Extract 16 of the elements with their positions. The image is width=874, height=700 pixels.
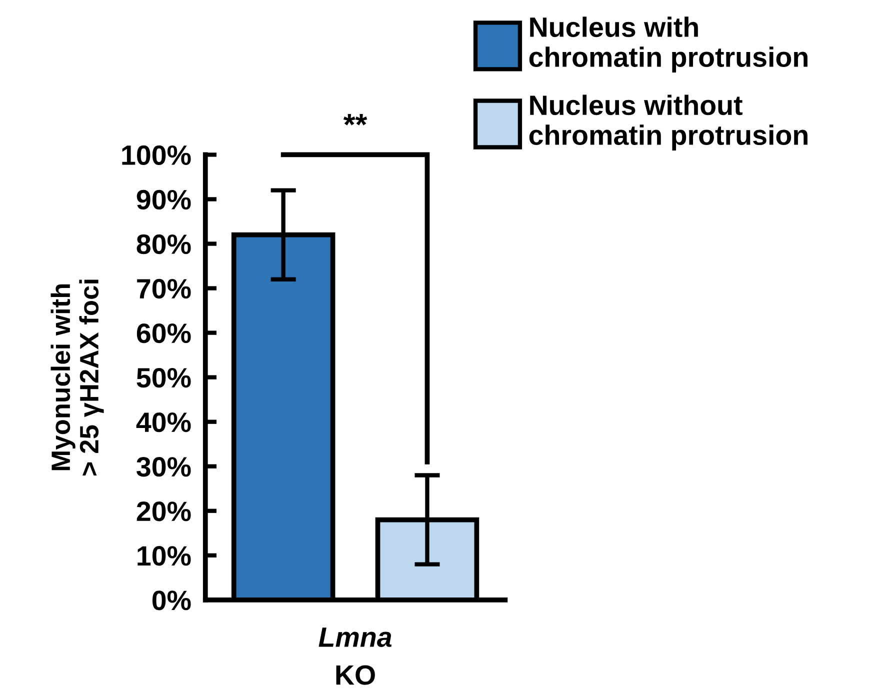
y-tick-label: 70% xyxy=(137,278,191,299)
y-tick-label: 0% xyxy=(152,590,191,610)
legend-label: Nucleus with chromatin protrusion xyxy=(529,16,808,72)
y-tick-label: 20% xyxy=(136,502,191,522)
x-tick-label: Lmna KO xyxy=(318,628,392,685)
y-tick-label: 60% xyxy=(136,323,191,344)
y-tick-label: 50% xyxy=(136,368,191,388)
text: ** xyxy=(343,114,368,126)
y-tick-label: 80% xyxy=(136,234,191,254)
y-tick-label: 30% xyxy=(136,457,191,477)
y-tick-label: 90% xyxy=(136,190,191,210)
y-axis-title: Myonuclei with > 25 γH2AX foci xyxy=(50,280,104,476)
legend-label: Nucleus without chromatin protrusion xyxy=(529,94,808,151)
y-tick-label: 40% xyxy=(136,412,191,432)
y-tick-label: 10% xyxy=(138,546,191,566)
y-tick-label: 100% xyxy=(122,145,191,166)
